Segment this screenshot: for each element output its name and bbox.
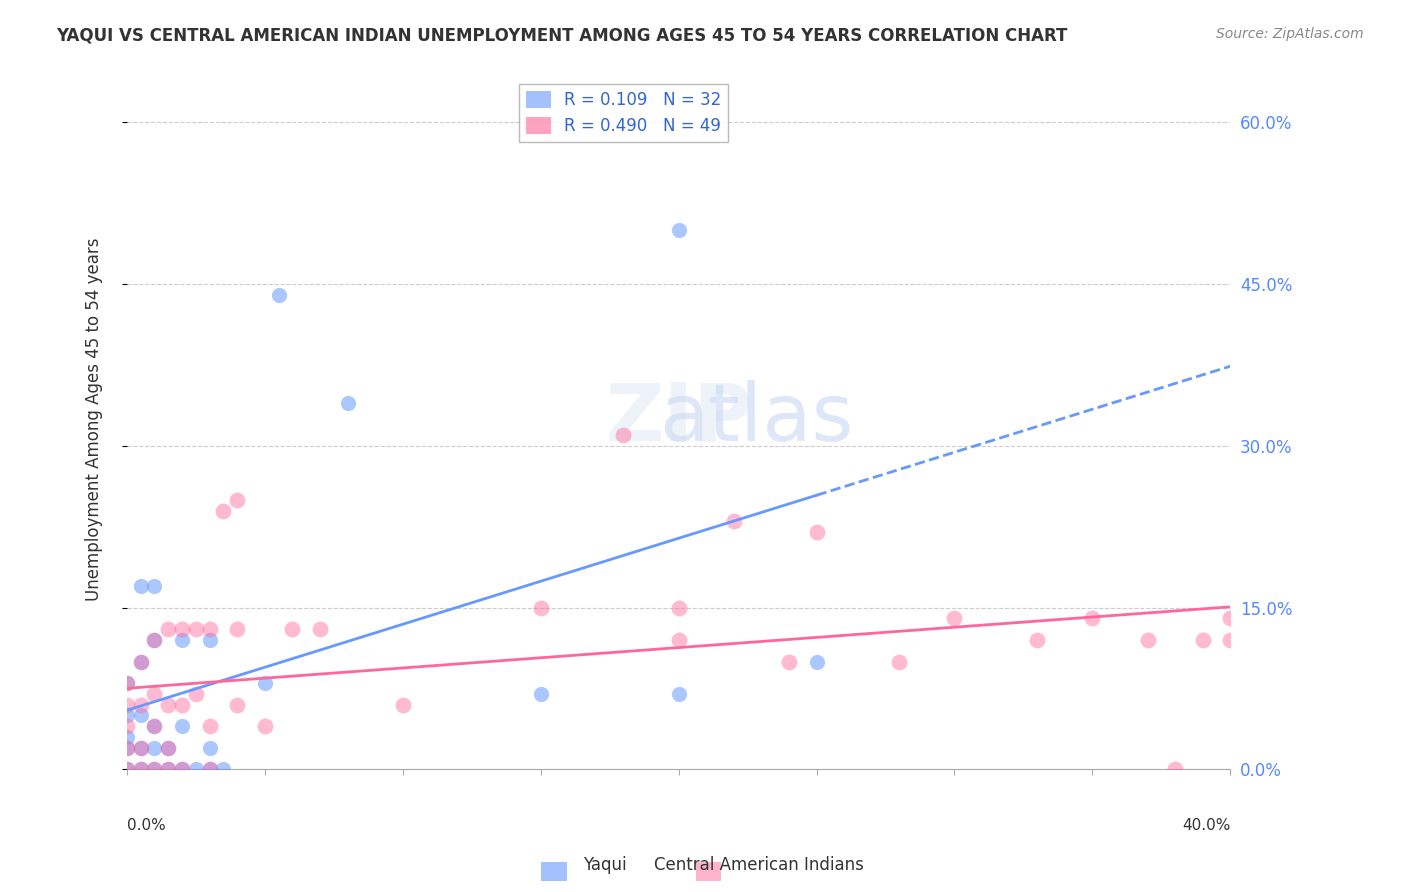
- Point: [198, 622, 221, 636]
- Point: [668, 687, 690, 701]
- Point: [129, 740, 152, 755]
- Point: [115, 719, 138, 733]
- Point: [143, 762, 166, 776]
- Point: [226, 492, 249, 507]
- Point: [212, 762, 235, 776]
- Point: [1164, 762, 1187, 776]
- Y-axis label: Unemployment Among Ages 45 to 54 years: Unemployment Among Ages 45 to 54 years: [86, 237, 103, 600]
- Point: [806, 525, 828, 540]
- Point: [184, 687, 207, 701]
- Point: [198, 719, 221, 733]
- Text: YAQUI VS CENTRAL AMERICAN INDIAN UNEMPLOYMENT AMONG AGES 45 TO 54 YEARS CORRELAT: YAQUI VS CENTRAL AMERICAN INDIAN UNEMPLO…: [56, 27, 1067, 45]
- Point: [172, 632, 194, 647]
- Point: [129, 708, 152, 723]
- Point: [943, 611, 966, 625]
- Text: Source: ZipAtlas.com: Source: ZipAtlas.com: [1216, 27, 1364, 41]
- Point: [1136, 632, 1159, 647]
- Point: [1219, 611, 1241, 625]
- Point: [115, 740, 138, 755]
- Point: [1081, 611, 1104, 625]
- Point: [184, 622, 207, 636]
- Point: [253, 719, 276, 733]
- Point: [198, 740, 221, 755]
- Point: [226, 622, 249, 636]
- Point: [172, 622, 194, 636]
- Point: [129, 740, 152, 755]
- Point: [143, 632, 166, 647]
- Point: [143, 740, 166, 755]
- Point: [336, 396, 359, 410]
- Point: [267, 288, 290, 302]
- Text: 40.0%: 40.0%: [1182, 818, 1230, 833]
- Point: [1219, 632, 1241, 647]
- Point: [157, 740, 180, 755]
- Point: [1026, 632, 1049, 647]
- Point: [309, 622, 332, 636]
- Point: [115, 676, 138, 690]
- Point: [212, 503, 235, 517]
- Point: [226, 698, 249, 712]
- Text: Yaqui: Yaqui: [582, 856, 627, 874]
- Text: Central American Indians: Central American Indians: [654, 856, 865, 874]
- Point: [157, 622, 180, 636]
- Point: [172, 762, 194, 776]
- Point: [143, 762, 166, 776]
- Point: [143, 687, 166, 701]
- Point: [157, 762, 180, 776]
- Point: [129, 698, 152, 712]
- Point: [157, 762, 180, 776]
- Point: [172, 698, 194, 712]
- Point: [143, 632, 166, 647]
- Point: [115, 698, 138, 712]
- Point: [778, 655, 800, 669]
- Point: [391, 698, 413, 712]
- Point: [115, 762, 138, 776]
- Point: [668, 223, 690, 237]
- Text: 0.0%: 0.0%: [127, 818, 166, 833]
- Point: [129, 762, 152, 776]
- Legend: R = 0.109   N = 32, R = 0.490   N = 49: R = 0.109 N = 32, R = 0.490 N = 49: [519, 84, 728, 142]
- Point: [157, 698, 180, 712]
- Point: [115, 762, 138, 776]
- Point: [129, 655, 152, 669]
- Point: [1191, 632, 1213, 647]
- Text: atlas: atlas: [658, 380, 853, 458]
- Point: [806, 655, 828, 669]
- Point: [115, 708, 138, 723]
- Point: [143, 719, 166, 733]
- Point: [723, 514, 745, 528]
- Point: [668, 632, 690, 647]
- Point: [198, 762, 221, 776]
- Point: [143, 579, 166, 593]
- Point: [253, 676, 276, 690]
- Point: [157, 740, 180, 755]
- Point: [129, 762, 152, 776]
- Point: [143, 719, 166, 733]
- Point: [198, 762, 221, 776]
- Point: [612, 428, 634, 442]
- Point: [115, 730, 138, 744]
- Text: ZIP: ZIP: [605, 380, 752, 458]
- Point: [172, 719, 194, 733]
- Point: [115, 676, 138, 690]
- Point: [889, 655, 911, 669]
- Point: [530, 600, 553, 615]
- Point: [198, 632, 221, 647]
- Point: [281, 622, 304, 636]
- Point: [184, 762, 207, 776]
- Point: [129, 579, 152, 593]
- Point: [172, 762, 194, 776]
- Point: [115, 740, 138, 755]
- Point: [530, 687, 553, 701]
- Point: [668, 600, 690, 615]
- Point: [129, 655, 152, 669]
